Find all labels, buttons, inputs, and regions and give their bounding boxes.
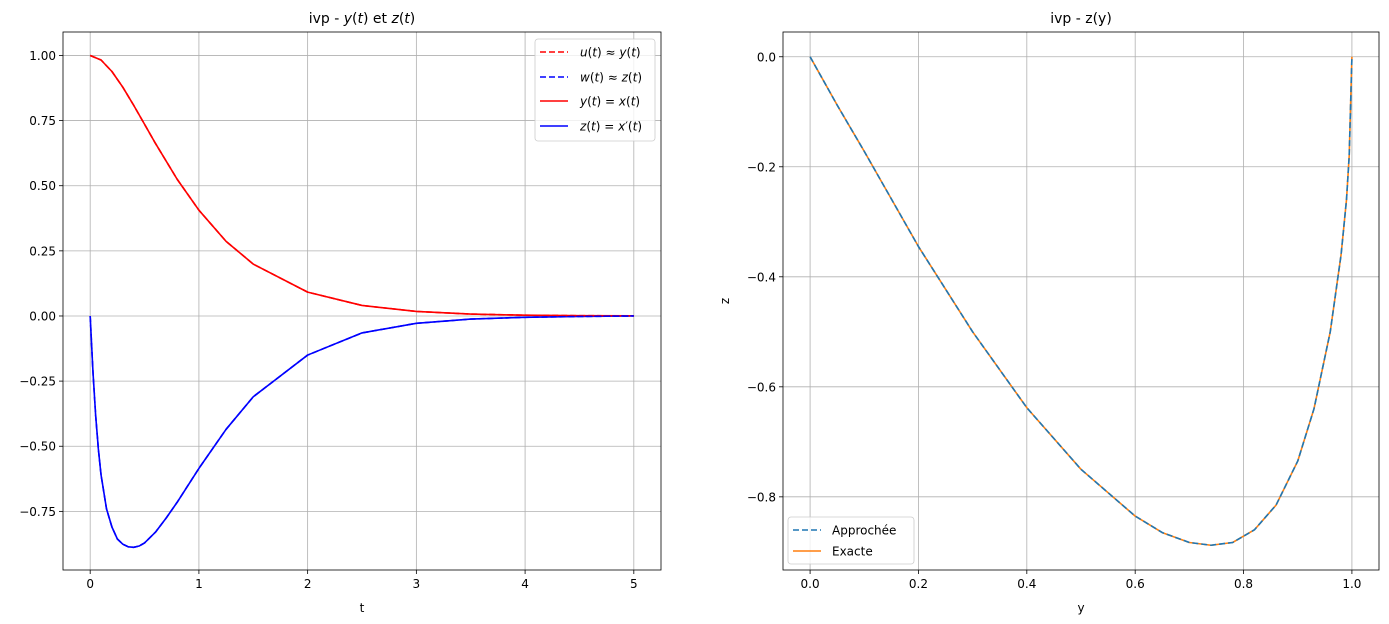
y-tick-label: −0.8	[747, 490, 776, 504]
right-plot-lines	[809, 56, 1353, 547]
legend-label-exacte: Exacte	[832, 545, 873, 559]
left-plot-lines	[89, 54, 634, 549]
legend-label-u: u(t) ≈ y(t)	[580, 46, 641, 60]
x-tick-label: 1	[195, 577, 203, 591]
legend-label-w: w(t) ≈ z(t)	[580, 71, 642, 85]
x-tick-label: 0.8	[1234, 577, 1253, 591]
series-line-1	[89, 315, 634, 549]
left-legend-box	[534, 38, 656, 142]
y-tick-label: 0.50	[29, 179, 56, 193]
right-plot: ivp - z(y) 0.0 0.2 0.4 0.6 0.8 1.0 0.0 −0.2 −0.4…	[718, 11, 1380, 615]
right-plot-y-axis-label: z	[718, 298, 732, 304]
x-tick-label: 5	[630, 577, 638, 591]
y-tick-label: −0.25	[19, 375, 56, 389]
legend-label-y: y(t) = x(t)	[579, 95, 640, 109]
left-plot: ivp - y(t) et z(t) 0 1 2 3 4 5 1.00 0.75 0.50 0.2…	[19, 11, 662, 615]
y-tick-label: 0.0	[757, 50, 776, 64]
left-plot-frame	[62, 31, 662, 571]
legend-label-z: z(t) = x′(t)	[579, 120, 642, 134]
series-line-0	[809, 56, 1353, 547]
left-plot-x-axis-label: t	[360, 601, 365, 615]
left-plot-legend: u(t) ≈ y(t) w(t) ≈ z(t) y(t) = x(t) z(t)…	[534, 38, 656, 142]
y-tick-label: −0.2	[747, 160, 776, 174]
y-tick-label: −0.50	[19, 440, 56, 454]
right-plot-frame	[782, 31, 1380, 571]
right-plot-ticks: 0.0 0.2 0.4 0.6 0.8 1.0 0.0 −0.2 −0.4 −0.6 −0.8	[747, 50, 1362, 591]
series-line-0	[89, 54, 634, 317]
y-tick-label: 1.00	[29, 49, 56, 63]
right-legend-box	[787, 516, 915, 565]
x-tick-label: 0	[86, 577, 94, 591]
y-tick-label: −0.75	[19, 505, 56, 519]
y-tick-label: 0.25	[29, 244, 56, 258]
x-tick-label: 0.4	[1017, 577, 1036, 591]
right-plot-legend: Approchée Exacte	[787, 516, 915, 565]
x-tick-label: 3	[413, 577, 421, 591]
right-plot-title: ivp - z(y)	[1050, 11, 1112, 27]
x-tick-label: 1.0	[1342, 577, 1361, 591]
y-tick-label: 0.00	[29, 309, 56, 323]
legend-label-approchee: Approchée	[832, 524, 896, 538]
x-tick-label: 0.2	[909, 577, 928, 591]
x-tick-label: 0.6	[1126, 577, 1145, 591]
x-tick-label: 0.0	[801, 577, 820, 591]
y-tick-label: 0.75	[29, 114, 56, 128]
right-plot-grid	[783, 32, 1379, 570]
x-tick-label: 2	[304, 577, 312, 591]
y-tick-label: −0.4	[747, 270, 776, 284]
y-tick-label: −0.6	[747, 380, 776, 394]
left-plot-ticks: 0 1 2 3 4 5 1.00 0.75 0.50 0.25 0.00 −0.25 −0.50 −0.7…	[19, 49, 637, 591]
x-tick-label: 4	[521, 577, 529, 591]
left-plot-title: ivp - y(t) et z(t)	[309, 11, 416, 27]
right-plot-x-axis-label: y	[1077, 601, 1084, 615]
